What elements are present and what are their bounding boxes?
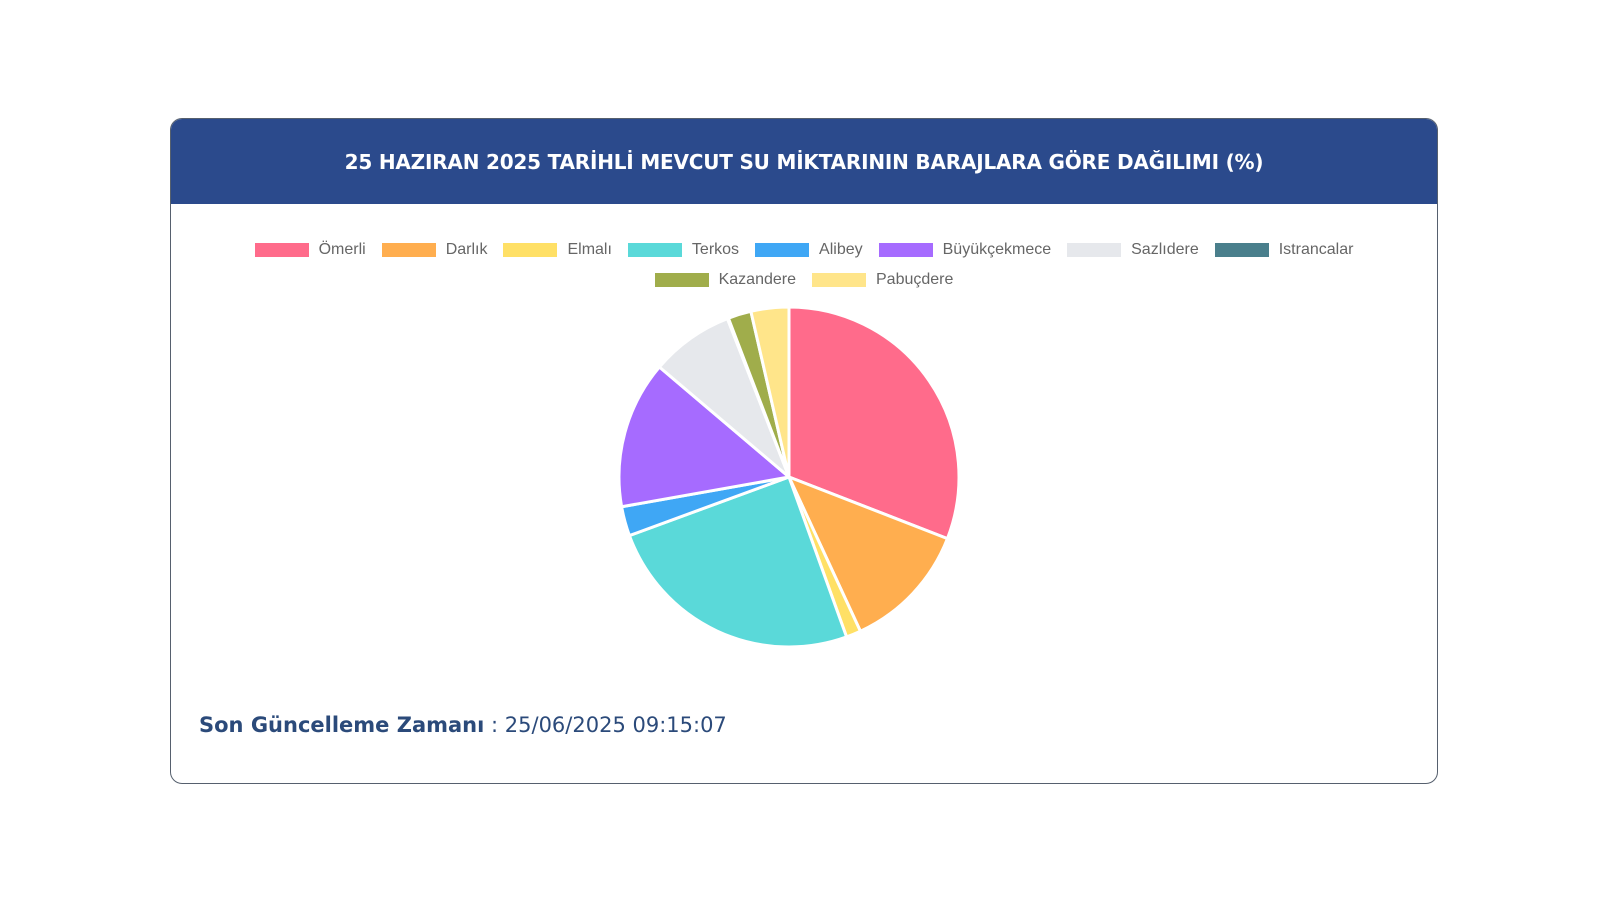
pie-chart — [617, 305, 961, 649]
last-update-separator: : — [484, 713, 505, 737]
pie-slice-10[interactable] — [749, 305, 791, 479]
legend-swatch — [812, 273, 866, 287]
legend-label: Istrancalar — [1278, 241, 1354, 258]
legend-swatch — [254, 243, 309, 257]
legend-label: Pabuçdere — [876, 271, 954, 288]
legend-label: Terkos — [691, 241, 740, 258]
chart-title: 25 HAZIRAN 2025 TARİHLİ MEVCUT SU MİKTAR… — [344, 149, 1264, 174]
legend-label: Büyükçekmece — [942, 241, 1052, 258]
legend-swatch — [755, 243, 810, 257]
pie-slice-4[interactable] — [627, 475, 849, 649]
legend-item[interactable]: Pabuçdere — [812, 265, 953, 295]
legend-label: Kazandere — [718, 271, 796, 288]
legend-item[interactable]: Kazandere — [654, 265, 796, 295]
legend-swatch — [381, 243, 436, 257]
legend-swatch — [1214, 243, 1269, 257]
pie-slice-2[interactable] — [787, 475, 949, 633]
legend-item[interactable]: Büyükçekmece — [878, 235, 1052, 265]
legend-swatch — [654, 273, 709, 287]
legend-item[interactable]: Darlık — [381, 235, 488, 265]
legend-item[interactable]: Alibey — [755, 235, 863, 265]
legend-label: Darlık — [445, 241, 488, 258]
last-update-label: Son Güncelleme Zamanı — [199, 713, 485, 737]
legend-item[interactable]: Elmalı — [503, 235, 612, 265]
legend-label: Sazlıdere — [1131, 241, 1199, 258]
legend-label: Ömerli — [318, 241, 366, 258]
pie-slice-1[interactable] — [787, 305, 961, 541]
chart-legend: Ömerli Darlık Elmalı Terkos Alibey Büyükçekme… — [171, 235, 1437, 295]
legend-label: Elmalı — [567, 241, 612, 258]
last-update: Son Güncelleme Zamanı : 25/06/2025 09:15… — [199, 713, 727, 737]
legend-swatch — [1067, 243, 1122, 257]
last-update-value: 25/06/2025 09:15:07 — [504, 713, 727, 737]
legend-swatch — [503, 243, 558, 257]
legend-item[interactable]: Ömerli — [254, 235, 366, 265]
pie-slice-6[interactable] — [617, 365, 791, 509]
legend-swatch — [627, 243, 682, 257]
chart-card: 25 HAZIRAN 2025 TARİHLİ MEVCUT SU MİKTAR… — [170, 118, 1438, 784]
legend-label: Alibey — [819, 241, 863, 258]
card-header: 25 HAZIRAN 2025 TARİHLİ MEVCUT SU MİKTAR… — [171, 119, 1437, 204]
legend-item[interactable]: Istrancalar — [1214, 235, 1354, 265]
legend-item[interactable]: Terkos — [627, 235, 740, 265]
legend-swatch — [878, 243, 933, 257]
legend-item[interactable]: Sazlıdere — [1067, 235, 1199, 265]
